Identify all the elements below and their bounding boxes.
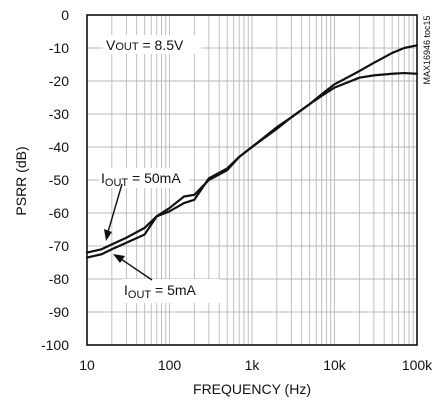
figure-id-label: MAX16946 toc15 <box>422 15 432 84</box>
y-tick-label-4: -40 <box>49 139 69 155</box>
y-tick-label-3: -30 <box>49 106 69 122</box>
vout-label-bg <box>103 35 201 54</box>
y-tick-label-9: -90 <box>49 304 69 320</box>
y-tick-labels: 0 -10 -20 -30 -40 -50 -60 -70 -80 -90 -100 <box>41 7 69 353</box>
vout-annotation: VOUT = 8.5V <box>106 37 184 53</box>
x-tick-label-1: 100 <box>158 357 182 373</box>
y-tick-label-2: -20 <box>49 73 69 89</box>
y-tick-label-5: -50 <box>49 172 69 188</box>
x-tick-label-4: 100k <box>402 357 433 373</box>
x-axis-label: FREQUENCY (Hz) <box>193 381 311 397</box>
iout5-annotation: IOUT = 5mA <box>124 282 197 301</box>
y-tick-label-0: 0 <box>61 7 69 23</box>
x-tick-labels: 10 100 1k 10k 100k <box>79 357 433 373</box>
series-line-1 <box>85 71 419 259</box>
y-tick-label-8: -80 <box>49 271 69 287</box>
y-tick-label-6: -60 <box>49 205 69 221</box>
x-tick-label-3: 10k <box>323 357 347 373</box>
iout50-label-bg <box>99 168 189 188</box>
plot-frame <box>86 14 418 346</box>
x-tick-label-2: 1k <box>245 357 261 373</box>
iout50-arrowhead <box>104 229 112 241</box>
iout5-label-bg <box>122 279 220 303</box>
series-lines <box>85 44 419 259</box>
y-axis-label: PSRR (dB) <box>13 146 29 215</box>
iout5-leader <box>120 258 153 281</box>
iout5-arrowhead <box>113 254 125 263</box>
iout50-leader <box>107 183 123 233</box>
iout50-annotation: IOUT = 50mA <box>101 170 181 189</box>
y-tick-label-7: -70 <box>49 238 69 254</box>
y-tick-label-1: -10 <box>49 40 69 56</box>
x-tick-label-0: 10 <box>79 357 95 373</box>
y-tick-label-10: -100 <box>41 337 69 353</box>
